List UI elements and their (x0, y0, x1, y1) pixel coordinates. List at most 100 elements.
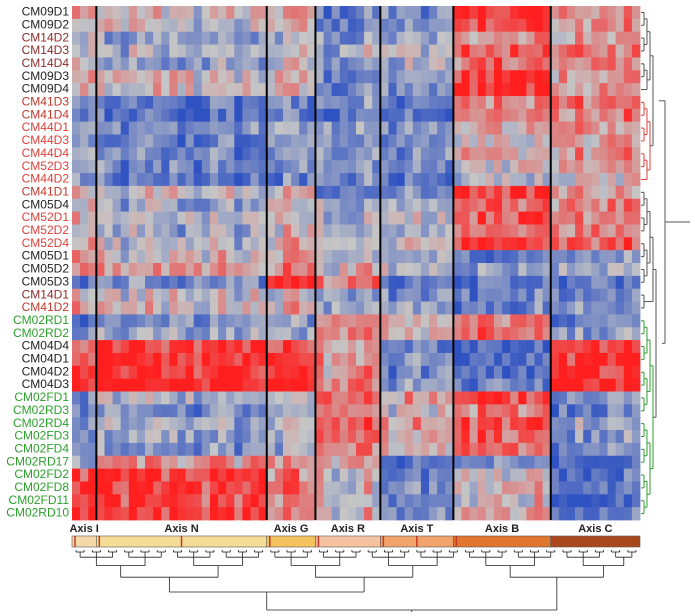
heatmap-cell (526, 340, 535, 354)
heatmap-cell (388, 404, 397, 418)
heatmap-cell (445, 160, 454, 174)
heatmap-cell (493, 455, 503, 469)
heatmap-cell (591, 185, 600, 200)
heatmap-cell (339, 95, 349, 110)
heatmap-cell (266, 314, 276, 328)
heatmap-cell (96, 378, 105, 392)
heatmap-cell (534, 288, 544, 302)
heatmap-cell (453, 301, 462, 315)
heatmap-cell (534, 494, 544, 508)
heatmap-cell (404, 301, 414, 315)
row-label: CM14D3 (22, 43, 70, 57)
heatmap-cell (591, 327, 600, 341)
heatmap-cell (615, 108, 625, 123)
heatmap-cell (550, 185, 560, 200)
heatmap-cell (542, 378, 552, 392)
heatmap-cell (550, 173, 560, 187)
heatmap-cell (347, 404, 357, 418)
heatmap-cell (339, 31, 349, 45)
heatmap-cell (550, 507, 560, 521)
heatmap-cell (412, 83, 422, 97)
heatmap-cell (112, 173, 122, 187)
heatmap-cell (566, 365, 576, 380)
heatmap-cell (420, 442, 430, 457)
heatmap-cell (274, 147, 284, 161)
heatmap-cell (307, 95, 316, 110)
heatmap-cell (193, 237, 203, 251)
heatmap-cell (242, 95, 251, 110)
heatmap-cell (169, 237, 178, 251)
heatmap-cell (128, 442, 138, 457)
heatmap-cell (258, 352, 268, 367)
heatmap-cell (461, 173, 470, 187)
heatmap-cell (372, 160, 381, 174)
heatmap-cell (185, 134, 195, 148)
heatmap-cell (493, 185, 503, 200)
heatmap-cell (412, 365, 422, 380)
heatmap-cell (177, 31, 186, 45)
heatmap-cell (339, 430, 349, 444)
heatmap-cell (242, 301, 251, 315)
heatmap-cell (193, 250, 203, 264)
heatmap-cell (631, 507, 641, 521)
heatmap-cell (291, 442, 300, 457)
heatmap-cell (136, 250, 146, 264)
heatmap-cell (339, 417, 349, 431)
heatmap-cell (599, 288, 608, 302)
heatmap-cell (485, 340, 495, 354)
heatmap-cell (631, 275, 641, 290)
heatmap-cell (485, 121, 495, 135)
heatmap-cell (534, 275, 544, 290)
heatmap-cell (380, 417, 389, 431)
heatmap-cell (469, 121, 479, 135)
heatmap-cell (193, 44, 203, 58)
heatmap-cell (96, 352, 105, 367)
heatmap-cell (161, 57, 170, 71)
heatmap-cell (347, 481, 357, 495)
heatmap-cell (226, 327, 235, 341)
heatmap-cell (169, 44, 178, 58)
heatmap-cell (96, 494, 105, 508)
heatmap-cell (185, 263, 195, 277)
heatmap-cell (429, 494, 438, 508)
heatmap-cell (477, 494, 487, 508)
heatmap-cell (469, 340, 479, 354)
heatmap-cell (542, 95, 552, 110)
heatmap-cell (631, 404, 641, 418)
heatmap-cell (412, 352, 422, 367)
heatmap-cell (169, 352, 178, 367)
heatmap-cell (299, 44, 308, 58)
heatmap-cell (169, 417, 178, 431)
heatmap-cell (218, 95, 227, 110)
heatmap-cell (396, 237, 406, 251)
heatmap-cell (364, 442, 373, 457)
heatmap-cell (153, 83, 162, 97)
heatmap-cell (558, 365, 568, 380)
heatmap-cell (388, 185, 397, 200)
heatmap-cell (250, 31, 260, 45)
heatmap-cell (453, 95, 462, 110)
heatmap-cell (218, 250, 227, 264)
heatmap-cell (437, 301, 446, 315)
heatmap-cell (477, 31, 487, 45)
heatmap-cell (291, 250, 300, 264)
heatmap-cell (104, 263, 113, 277)
heatmap-cell (291, 31, 300, 45)
heatmap-cell (396, 468, 406, 482)
heatmap-cell (356, 263, 365, 277)
heatmap-cell (96, 57, 105, 71)
heatmap-cell (274, 57, 284, 71)
heatmap-cell (185, 288, 195, 302)
heatmap-cell (218, 108, 227, 123)
heatmap-cell (145, 108, 154, 123)
heatmap-cell (161, 95, 170, 110)
heatmap-cell (526, 494, 535, 508)
heatmap-cell (429, 237, 438, 251)
heatmap-cell (445, 263, 454, 277)
heatmap-cell (307, 430, 316, 444)
heatmap-cell (128, 70, 138, 84)
heatmap-cell (185, 314, 195, 328)
heatmap-cell (120, 108, 130, 123)
heatmap-cell (161, 352, 170, 367)
heatmap-cell (518, 108, 527, 123)
